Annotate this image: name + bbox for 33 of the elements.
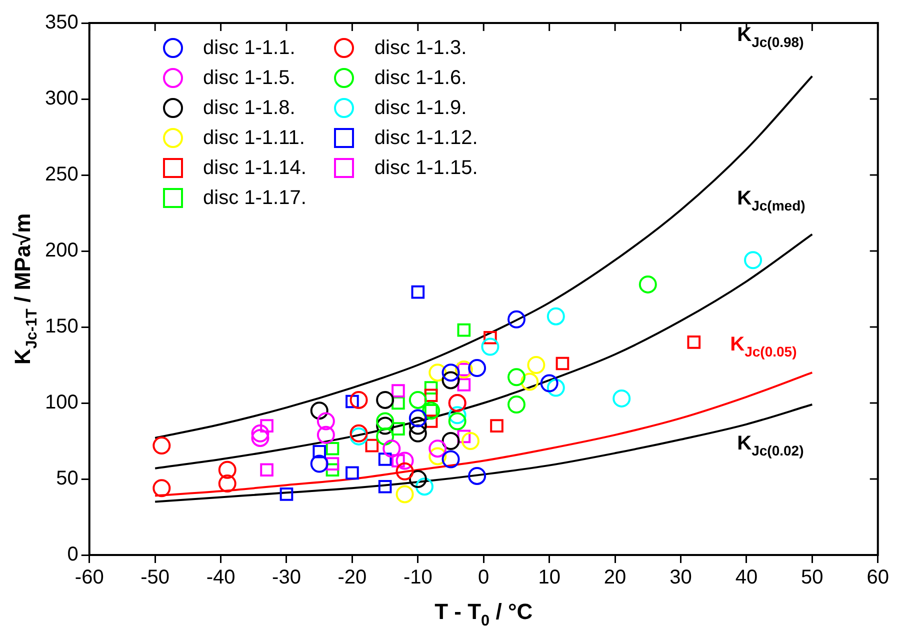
x-tick-label: -60 <box>74 566 104 589</box>
legend-label: disc 1-1.14. <box>203 156 306 180</box>
y-tick-label: 0 <box>67 544 78 566</box>
y-tick-label: 50 <box>56 468 78 490</box>
x-tick-label: -50 <box>140 566 170 589</box>
x-tick-label: -20 <box>338 566 367 589</box>
y-axis-title: KJc-1T / MPa√m <box>10 213 41 365</box>
x-tick-label: 30 <box>670 566 692 589</box>
legend-label: disc 1-1.12. <box>374 126 478 150</box>
x-tick-label: 20 <box>604 566 626 589</box>
y-tick-label: 350 <box>44 12 78 34</box>
y-tick-label: 250 <box>44 164 78 186</box>
y-tick-label: 150 <box>44 316 78 338</box>
x-tick-label: 50 <box>801 566 824 589</box>
x-tick-label: 10 <box>538 566 560 589</box>
y-tick-label: 300 <box>44 88 78 110</box>
x-tick-label: 60 <box>866 566 889 589</box>
y-tick-label: 100 <box>44 392 78 414</box>
legend-label: disc 1-1.3. <box>374 36 467 60</box>
y-tick-label: 200 <box>44 240 78 262</box>
legend-label: disc 1-1.11. <box>203 126 305 150</box>
x-tick-label: -10 <box>403 566 432 589</box>
legend-label: disc 1-1.15. <box>374 156 478 180</box>
x-tick-label: -30 <box>272 566 301 589</box>
legend-label: disc 1-1.8. <box>203 96 296 120</box>
legend-label: disc 1-1.5. <box>203 66 296 90</box>
x-tick-label: 40 <box>735 566 758 589</box>
legend-label: disc 1-1.1. <box>203 36 296 60</box>
legend-label: disc 1-1.6. <box>374 66 467 90</box>
legend-label: disc 1-1.17. <box>203 186 306 210</box>
x-tick-label: 0 <box>478 566 490 589</box>
x-tick-label: -40 <box>206 566 236 589</box>
legend-label: disc 1-1.9. <box>374 96 467 120</box>
